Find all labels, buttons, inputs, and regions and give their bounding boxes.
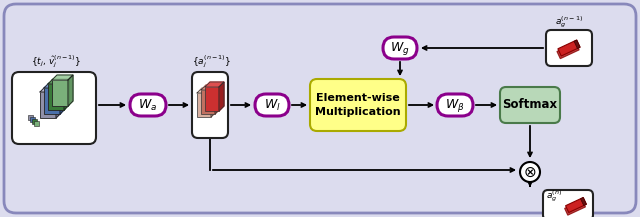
Bar	[40, 92, 56, 118]
Polygon shape	[60, 83, 65, 114]
Bar	[558, 40, 580, 56]
FancyBboxPatch shape	[383, 37, 417, 59]
Polygon shape	[68, 75, 73, 106]
FancyBboxPatch shape	[130, 94, 166, 116]
Text: $W_\beta$: $W_\beta$	[445, 97, 465, 113]
Bar	[557, 43, 579, 59]
Polygon shape	[215, 85, 220, 114]
Text: $a_g^{(n)}$: $a_g^{(n)}$	[546, 188, 562, 204]
Bar	[197, 93, 211, 117]
Circle shape	[520, 162, 540, 182]
Bar	[52, 80, 68, 106]
Bar	[32, 119, 37, 124]
Bar	[205, 87, 219, 111]
FancyBboxPatch shape	[500, 87, 560, 123]
Text: $W_g$: $W_g$	[390, 39, 410, 56]
Bar	[564, 200, 586, 215]
FancyBboxPatch shape	[255, 94, 289, 116]
Bar	[28, 115, 33, 120]
Text: $W_l$: $W_l$	[264, 97, 280, 113]
Polygon shape	[197, 88, 216, 93]
Polygon shape	[56, 87, 61, 118]
Polygon shape	[64, 79, 69, 110]
FancyBboxPatch shape	[437, 94, 473, 116]
Text: $\{a_j^{(n-1)}\}$: $\{a_j^{(n-1)}\}$	[193, 54, 232, 70]
Polygon shape	[211, 88, 216, 117]
Polygon shape	[201, 85, 220, 90]
Bar	[574, 40, 580, 48]
Polygon shape	[52, 75, 73, 80]
Polygon shape	[219, 82, 224, 111]
Polygon shape	[44, 83, 65, 88]
Text: $a_g^{(n-1)}$: $a_g^{(n-1)}$	[555, 14, 583, 30]
FancyBboxPatch shape	[546, 30, 592, 66]
Bar	[566, 197, 586, 212]
FancyBboxPatch shape	[543, 190, 593, 217]
Bar	[48, 84, 64, 110]
FancyBboxPatch shape	[192, 72, 228, 138]
Polygon shape	[48, 79, 69, 84]
Bar	[201, 90, 215, 114]
Bar	[34, 121, 39, 126]
Text: $W_a$: $W_a$	[138, 97, 157, 113]
FancyBboxPatch shape	[310, 79, 406, 131]
Bar	[580, 197, 586, 205]
Text: Multiplication: Multiplication	[315, 107, 401, 117]
Text: $\{t_j,\,\hat{v}_j^{(n-1)}\}$: $\{t_j,\,\hat{v}_j^{(n-1)}\}$	[31, 54, 81, 70]
Polygon shape	[40, 87, 61, 92]
Bar	[30, 117, 35, 122]
Polygon shape	[205, 82, 224, 87]
Bar	[44, 88, 60, 114]
Text: Element-wise: Element-wise	[316, 93, 400, 103]
Text: $\otimes$: $\otimes$	[524, 164, 537, 179]
FancyBboxPatch shape	[12, 72, 96, 144]
FancyBboxPatch shape	[4, 4, 636, 213]
Text: Softmax: Softmax	[502, 99, 557, 112]
